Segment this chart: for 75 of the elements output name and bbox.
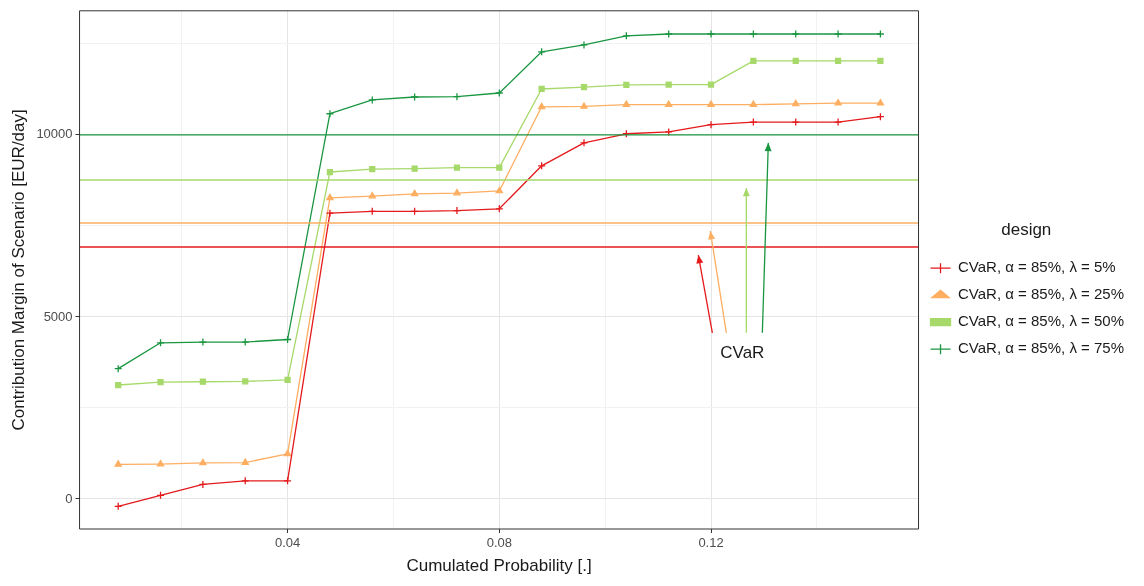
point [877, 57, 884, 65]
point [325, 109, 335, 118]
point [199, 458, 207, 466]
point [623, 81, 630, 89]
y-tick-label: 10000 [36, 126, 73, 142]
point [792, 57, 799, 65]
point [876, 29, 885, 39]
point [834, 57, 842, 65]
point [706, 120, 716, 129]
point [665, 81, 672, 88]
point [241, 458, 249, 465]
point [156, 459, 165, 467]
annotation: CVaR [720, 342, 765, 363]
point [707, 100, 715, 108]
point [749, 100, 758, 108]
point [114, 460, 122, 467]
point [538, 85, 545, 93]
x-axis-title: Cumulated Probability [.] [406, 556, 592, 576]
point [284, 376, 291, 384]
point [453, 164, 461, 171]
point [664, 29, 673, 39]
point [834, 99, 842, 106]
point [707, 81, 715, 88]
point [665, 100, 673, 108]
point [198, 480, 208, 489]
legend-title: design [1001, 220, 1052, 240]
point [198, 337, 208, 347]
point [792, 99, 800, 107]
point [495, 186, 503, 194]
point [537, 102, 546, 110]
point [750, 57, 757, 65]
legend-label: CVaR, α = 85%, λ = 75% [958, 339, 1125, 357]
point [115, 381, 122, 389]
point [326, 193, 334, 201]
y-tick-label: 0 [65, 490, 73, 506]
x-tick-label: 0.04 [274, 535, 301, 551]
point [496, 164, 503, 171]
point [579, 138, 589, 148]
point [791, 117, 800, 127]
point [325, 209, 335, 218]
point [453, 188, 461, 196]
point [369, 165, 376, 173]
point [791, 29, 800, 39]
point [580, 102, 588, 109]
point [411, 165, 418, 172]
point [580, 84, 588, 91]
point [199, 378, 207, 385]
point [495, 88, 504, 98]
point [242, 378, 249, 385]
legend-label: CVaR, α = 85%, λ = 25% [958, 285, 1125, 303]
point [283, 449, 292, 457]
point [833, 29, 843, 39]
legend-label: CVaR, α = 85%, λ = 50% [958, 312, 1125, 330]
point [622, 100, 631, 108]
point [833, 117, 843, 127]
y-axis-title: Contribution Margin of Scenario [EUR/day] [8, 109, 28, 431]
point [157, 378, 164, 386]
legend-label: CVaR, α = 85%, λ = 5% [958, 258, 1116, 276]
point [368, 95, 377, 105]
point [664, 127, 673, 137]
x-tick-label: 0.08 [486, 535, 512, 551]
point [368, 191, 376, 199]
point [579, 40, 589, 50]
point [410, 92, 419, 102]
point [749, 117, 758, 127]
point [326, 168, 334, 176]
point [706, 29, 716, 39]
y-tick-label: 5000 [43, 308, 73, 324]
x-tick-label: 0.12 [698, 535, 724, 551]
point [241, 337, 250, 347]
point [876, 99, 885, 106]
point [749, 29, 758, 39]
point [452, 206, 462, 215]
point [410, 189, 419, 197]
point [452, 92, 462, 101]
